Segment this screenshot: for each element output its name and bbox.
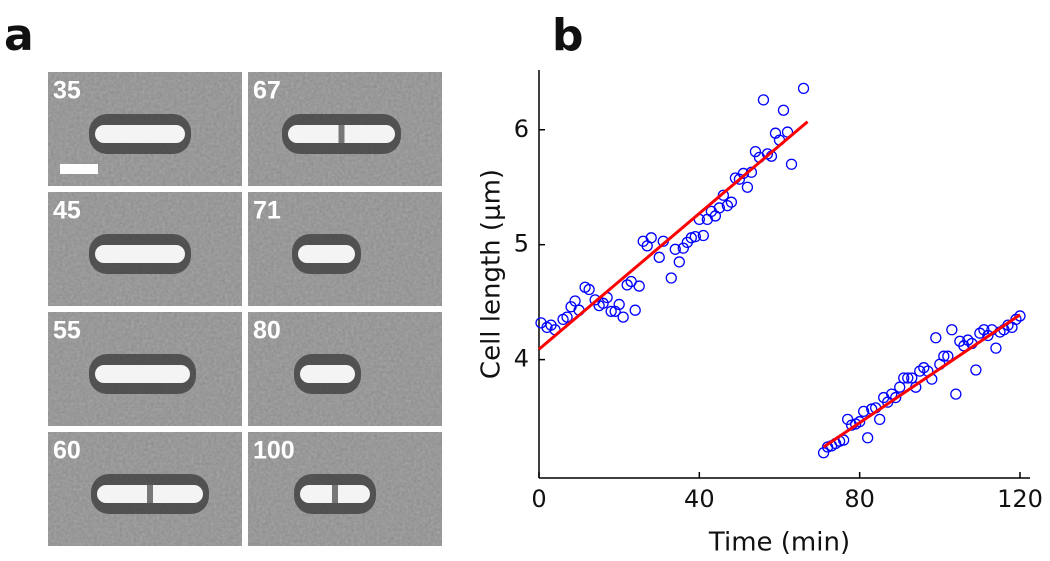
cell	[95, 125, 185, 143]
data-point	[918, 362, 930, 374]
data-point	[677, 242, 689, 254]
data-point	[914, 365, 926, 377]
frame-label: 45	[53, 197, 81, 225]
data-point	[982, 329, 994, 342]
data-point	[569, 295, 581, 307]
data-point	[858, 405, 870, 417]
data-point	[621, 279, 633, 291]
data-point	[725, 196, 738, 208]
data-point	[697, 229, 709, 242]
data-point	[561, 311, 573, 323]
y-tick-label: 4	[514, 345, 529, 373]
data-point	[733, 173, 746, 185]
plot: 0 40 80 120 4 5 6 Time (min) Cell length (μm)	[477, 70, 1043, 558]
x-tick-label: 40	[684, 485, 715, 513]
cell	[95, 245, 185, 263]
data-point	[942, 350, 954, 362]
data-point	[717, 189, 730, 201]
data-point	[874, 413, 886, 426]
micrograph: 45	[48, 192, 242, 306]
data-point	[906, 372, 918, 384]
fit-line	[538, 120, 809, 351]
micrograph: 100	[248, 432, 442, 546]
data-point	[946, 324, 958, 336]
septum	[332, 485, 338, 503]
scale-bar	[60, 164, 98, 174]
data-point	[785, 158, 798, 170]
cell	[95, 365, 190, 383]
data-point	[990, 342, 1002, 354]
fit-line	[822, 313, 1021, 449]
data-point	[653, 251, 665, 263]
data-point	[713, 202, 726, 214]
data-point	[902, 372, 914, 384]
data-point	[950, 388, 962, 400]
micrograph: 60	[48, 432, 242, 546]
data-point	[862, 432, 874, 444]
frame-label: 35	[53, 77, 81, 105]
data-point	[645, 232, 657, 244]
data-point	[583, 283, 595, 296]
panel-label: a	[4, 10, 34, 61]
data-point	[613, 298, 625, 311]
micrograph: 80	[248, 312, 442, 426]
x-tick-label: 0	[531, 485, 546, 513]
data-point	[1014, 310, 1026, 322]
data-point	[894, 381, 906, 393]
data-point	[777, 104, 790, 116]
panel-label: b	[552, 10, 584, 61]
data-point	[757, 94, 770, 106]
data-point	[669, 243, 681, 255]
septum	[338, 125, 345, 143]
data-point	[978, 324, 990, 336]
data-point	[633, 280, 645, 292]
data-point	[938, 350, 950, 362]
y-tick-label: 5	[514, 230, 529, 258]
data-point	[930, 332, 942, 344]
data-point	[617, 311, 629, 323]
data-point	[665, 272, 677, 284]
micrograph: 35	[48, 72, 242, 186]
data-point	[629, 304, 641, 316]
frame-label: 71	[253, 197, 281, 225]
frame-label: 60	[53, 437, 81, 465]
data-point	[741, 181, 754, 193]
frame-label: 55	[53, 317, 81, 345]
y-tick-label: 6	[514, 115, 529, 143]
micrograph: 71	[248, 192, 442, 306]
data-point	[721, 199, 734, 212]
data-point	[797, 82, 810, 95]
septum	[147, 485, 153, 503]
data-point	[898, 372, 910, 384]
data-point	[890, 391, 902, 404]
frame-label: 67	[253, 77, 281, 105]
micrograph: 67	[248, 72, 442, 186]
data-point	[974, 327, 986, 339]
data-point	[817, 447, 830, 459]
data-point	[886, 388, 898, 400]
y-axis-label: Cell length (μm)	[477, 169, 507, 379]
x-tick-label: 80	[844, 485, 875, 513]
frame-label: 80	[253, 317, 281, 345]
data-point	[689, 230, 701, 243]
x-axis-label: Time (min)	[708, 528, 850, 558]
data-point	[854, 416, 866, 428]
data-point	[597, 297, 609, 309]
micrograph-grid: 35 67 45 71 55 80 60 100	[48, 72, 442, 546]
data-point	[970, 364, 982, 376]
cell	[298, 245, 355, 263]
data-point	[605, 305, 617, 318]
data-point	[962, 334, 974, 346]
data-point	[673, 256, 685, 268]
micrograph: 55	[48, 312, 242, 426]
x-tick-label: 120	[997, 485, 1043, 513]
frame-label: 100	[253, 437, 295, 465]
data-point	[749, 145, 762, 158]
cell	[300, 365, 355, 383]
